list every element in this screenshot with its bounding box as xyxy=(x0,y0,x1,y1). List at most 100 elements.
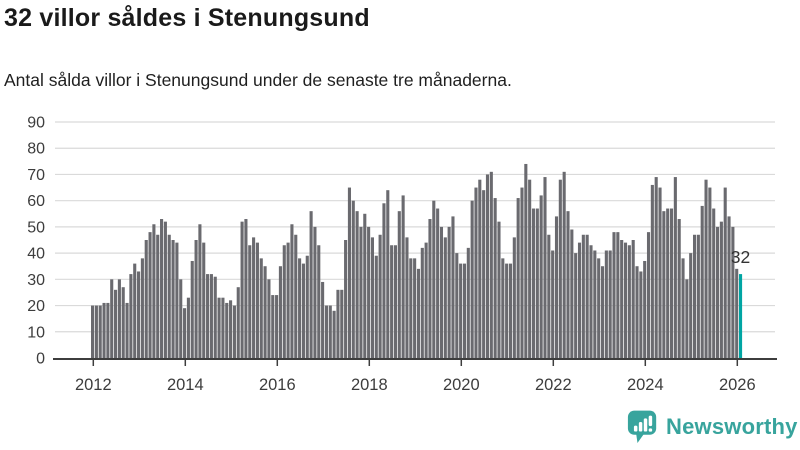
bar xyxy=(386,190,390,358)
bar xyxy=(413,258,417,358)
bar xyxy=(94,305,98,358)
bar xyxy=(558,179,562,358)
bar xyxy=(551,250,555,358)
bar xyxy=(294,234,298,358)
bar xyxy=(248,245,252,358)
bar xyxy=(570,229,574,358)
bar xyxy=(321,281,325,358)
bar xyxy=(482,190,486,358)
x-axis-tick-label: 2018 xyxy=(351,376,388,394)
bar xyxy=(715,226,720,358)
bar xyxy=(639,271,643,358)
bar xyxy=(229,300,233,358)
bar xyxy=(363,213,367,358)
bar xyxy=(255,242,259,358)
bar xyxy=(390,245,394,358)
bar xyxy=(512,237,516,358)
bar xyxy=(171,240,175,358)
bar xyxy=(175,242,179,358)
bar xyxy=(183,308,187,358)
y-axis-tick-label: 20 xyxy=(27,298,45,315)
bar xyxy=(524,163,528,358)
x-axis-tick-label: 2016 xyxy=(259,376,296,394)
bar xyxy=(600,266,605,358)
bar xyxy=(451,216,455,358)
y-axis-tick-label: 80 xyxy=(27,141,45,158)
bar xyxy=(351,200,355,358)
bar xyxy=(528,179,532,358)
bar xyxy=(221,297,225,358)
y-axis-tick-label: 30 xyxy=(27,272,45,289)
bar xyxy=(393,245,398,358)
bar xyxy=(110,279,114,358)
bar xyxy=(654,177,658,358)
bar xyxy=(436,208,440,358)
bar xyxy=(378,234,382,358)
bar xyxy=(692,234,697,358)
bar xyxy=(608,250,612,358)
bar xyxy=(493,198,497,358)
bar xyxy=(577,242,582,358)
y-axis-tick-label: 50 xyxy=(27,219,45,236)
bar xyxy=(209,274,213,358)
y-axis-tick-label: 0 xyxy=(36,351,45,368)
bar xyxy=(462,263,467,358)
chart-title: 32 villor såldes i Stenungsund xyxy=(4,4,370,32)
bar xyxy=(405,237,409,358)
bar xyxy=(328,305,332,358)
bar xyxy=(206,274,210,358)
bar xyxy=(91,305,95,358)
bar xyxy=(148,232,152,358)
bar xyxy=(719,221,723,358)
bar xyxy=(612,232,616,358)
bar xyxy=(344,240,348,358)
bar xyxy=(355,211,359,358)
bar xyxy=(439,226,444,358)
y-axis-tick-label: 70 xyxy=(27,167,45,184)
bar xyxy=(566,211,570,358)
bar xyxy=(508,263,513,358)
bar xyxy=(347,187,351,358)
bar xyxy=(581,234,585,358)
bar xyxy=(543,177,547,358)
bar xyxy=(125,302,129,358)
x-axis-tick-label: 2012 xyxy=(75,376,112,394)
bar xyxy=(535,208,539,358)
bar xyxy=(593,250,597,358)
bar xyxy=(478,179,482,358)
bar xyxy=(160,219,164,358)
bar xyxy=(432,200,436,358)
bar xyxy=(531,208,536,358)
bar xyxy=(133,263,137,358)
bar xyxy=(497,221,501,358)
bar xyxy=(631,240,635,358)
bar xyxy=(696,234,700,358)
x-axis-tick-label: 2022 xyxy=(535,376,572,394)
bar xyxy=(140,258,144,358)
bar xyxy=(290,224,294,358)
chart-subtitle: Antal sålda villor i Stenungsund under d… xyxy=(4,70,512,90)
bar xyxy=(700,205,704,358)
bar xyxy=(190,260,194,358)
bar xyxy=(332,310,336,358)
bar xyxy=(685,279,689,358)
bar xyxy=(708,187,712,358)
bar xyxy=(129,274,133,358)
bar xyxy=(704,179,708,358)
bar xyxy=(301,263,305,358)
bar xyxy=(382,203,386,358)
bar xyxy=(673,177,677,358)
bar xyxy=(712,208,716,358)
bar xyxy=(459,263,463,358)
bar xyxy=(574,253,578,358)
bar xyxy=(275,295,279,358)
bar xyxy=(443,237,447,358)
bar xyxy=(309,211,313,358)
bar xyxy=(236,287,240,358)
bar xyxy=(643,260,647,358)
bar xyxy=(98,305,102,358)
bar xyxy=(225,302,229,358)
bar xyxy=(194,240,198,358)
bar xyxy=(585,234,589,358)
